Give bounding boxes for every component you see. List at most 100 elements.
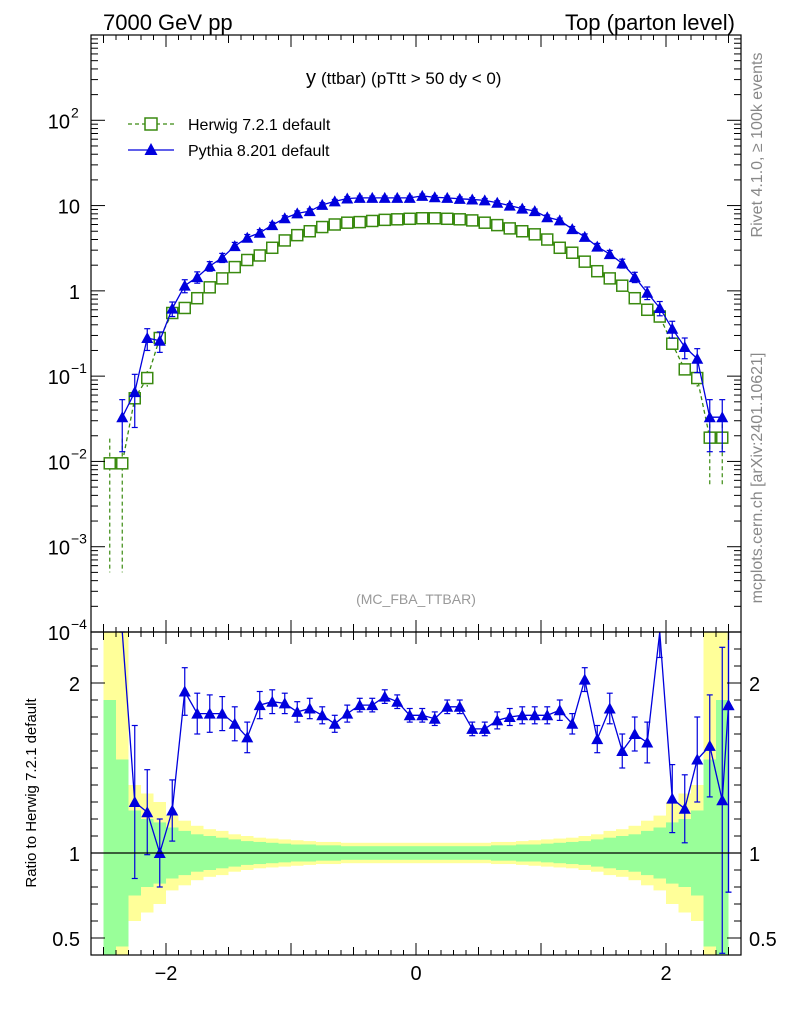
ratio-y-tick-label-right: 1 [749,844,760,866]
ratio-point [241,731,254,743]
herwig-point [478,216,491,229]
herwig-point [341,216,354,229]
ratio-point [253,699,266,711]
ratio-point [203,707,216,719]
herwig-point [591,264,604,278]
x-tick-label: 0 [410,963,421,985]
y-tick-label: 10 [48,111,70,133]
legend-pythia-label: Pythia 8.201 default [188,143,330,160]
herwig-point [191,291,204,305]
herwig-point [491,218,504,232]
ratio-point [566,717,579,729]
ratio-point [628,728,641,739]
pythia-point [366,191,379,203]
herwig-point [378,213,391,227]
y-tick-label-exponent: 2 [71,104,79,120]
pythia-point [428,191,441,203]
y-tick-label: 10 [48,452,70,474]
ratio-uncertainty-bands [103,632,729,955]
pythia-point [453,192,466,204]
ratio-frame [90,631,742,956]
ratio-y-tick-label-right: 2 [749,674,760,696]
rivet-label: Rivet 4.1.0, ≥ 100k events [749,53,766,238]
pythia-point [503,199,516,211]
herwig-point [116,457,129,470]
pythia-point [128,386,141,398]
legend-herwig-marker [144,117,158,131]
ratio-point [291,705,304,717]
pythia-point [466,193,479,205]
herwig-point [641,303,654,317]
pythia-point [578,230,591,242]
y-tick-label-exponent: −4 [71,616,87,632]
pythia-point [203,260,216,272]
herwig-point [103,457,116,470]
ratio-point [491,714,504,726]
ratio-point [391,695,404,707]
pythia-point [566,223,579,235]
pythia-point [478,194,491,206]
pythia-point [591,240,604,252]
herwig-point [241,253,254,267]
pythia-point [341,192,354,204]
herwig-point [541,233,554,246]
ratio-point [216,707,229,719]
legend-entry-herwig: Herwig 7.2.1 default [128,117,331,134]
ratio-point [678,802,691,814]
pythia-point [353,191,366,203]
ratio-point [666,792,679,804]
plot-title-sub: (ttbar) (pTtt > 50 dy < 0) [321,69,501,88]
herwig-point [678,363,691,376]
ratio-point [141,806,154,818]
ratio-point [228,717,241,729]
pythia-point [391,191,404,203]
ratio-point [128,796,141,807]
pythia-point [441,191,454,203]
pythia-point [328,195,341,207]
ratio-point [403,709,416,721]
herwig-point [416,212,429,225]
legend: Herwig 7.2.1 default Pythia 8.201 defaul… [128,117,331,160]
ratio-point [466,722,479,734]
herwig-point [178,301,191,315]
ratio-band-green-bin [103,700,116,955]
plot-title-main: y [306,67,316,89]
herwig-series-line [109,217,723,464]
pythia-point [553,214,566,226]
herwig-point [353,215,366,229]
ratio-point [603,702,616,714]
x-tick-label: −2 [155,963,178,985]
herwig-point [328,218,341,231]
ratio-point [478,722,491,734]
ratio-point [591,733,604,745]
ratio-point [691,753,704,765]
pythia-point [278,212,291,224]
pythia-point [691,352,704,364]
pythia-point [491,196,504,208]
y-tick-label-exponent: −2 [71,445,87,461]
ratio-point [716,794,729,806]
legend-pythia-marker [144,143,158,155]
herwig-point [503,222,516,235]
y-tick-label: 1 [69,282,80,304]
ratio-point [541,709,554,721]
mcplots-label: mcplots.cern.ch [arXiv:2401.10621] [749,353,766,604]
herwig-point [578,255,591,268]
ratio-point [641,736,654,748]
herwig-point [528,228,541,241]
ratio-point [303,702,316,714]
pythia-point [416,189,429,201]
pythia-point [241,231,254,243]
pythia-point [516,202,529,214]
ratio-point [328,717,341,729]
ratio-point [703,739,716,751]
herwig-point [628,291,641,305]
ratio-point [578,673,591,685]
ratio-point [553,704,566,716]
pythia-series-line [121,195,723,418]
ratio-point [416,709,429,721]
pythia-point [528,205,541,217]
herwig-point [316,220,329,234]
pythia-point [291,207,304,219]
